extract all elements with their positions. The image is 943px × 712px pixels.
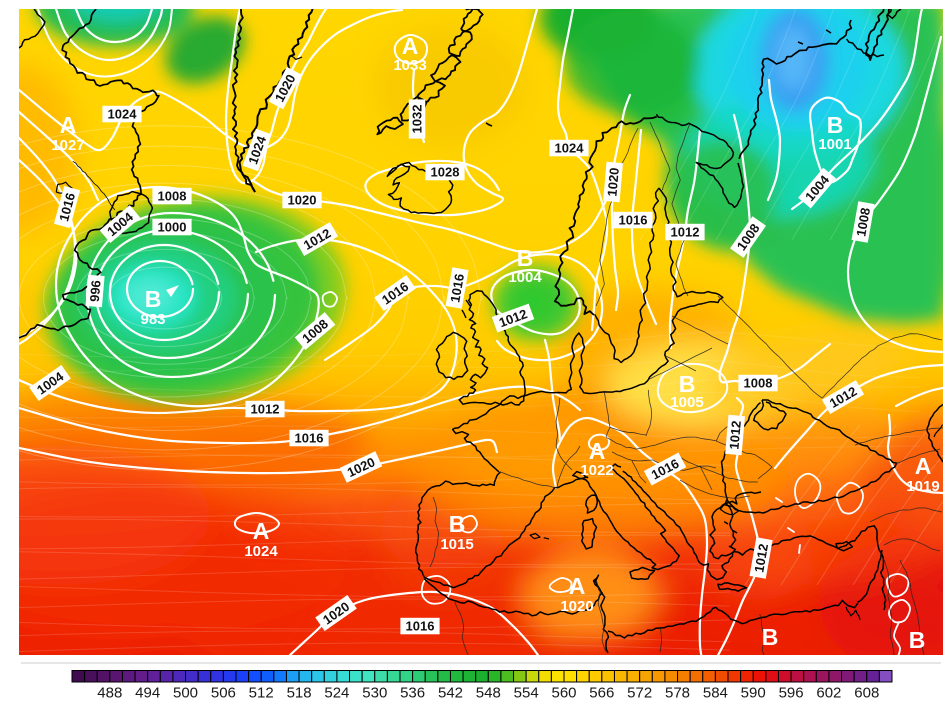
svg-text:1024: 1024 bbox=[244, 543, 278, 560]
svg-text:1012: 1012 bbox=[251, 402, 280, 417]
svg-text:1016: 1016 bbox=[447, 272, 467, 303]
svg-text:542: 542 bbox=[438, 685, 463, 702]
svg-text:524: 524 bbox=[324, 685, 349, 702]
svg-text:1012: 1012 bbox=[726, 420, 743, 450]
svg-text:A: A bbox=[253, 518, 270, 544]
svg-text:1016: 1016 bbox=[619, 213, 648, 228]
svg-text:A: A bbox=[60, 112, 77, 138]
svg-text:584: 584 bbox=[703, 685, 728, 702]
svg-text:983: 983 bbox=[140, 311, 165, 328]
svg-text:518: 518 bbox=[287, 685, 312, 702]
svg-text:B: B bbox=[145, 286, 162, 312]
svg-text:A: A bbox=[915, 453, 932, 479]
svg-text:B: B bbox=[679, 371, 696, 397]
svg-text:488: 488 bbox=[97, 685, 122, 702]
svg-text:506: 506 bbox=[211, 685, 236, 702]
svg-text:1012: 1012 bbox=[751, 542, 771, 573]
svg-text:A: A bbox=[589, 438, 606, 464]
svg-text:596: 596 bbox=[779, 685, 804, 702]
svg-text:1005: 1005 bbox=[670, 394, 703, 411]
svg-text:1019: 1019 bbox=[906, 478, 939, 495]
svg-text:1024: 1024 bbox=[108, 107, 138, 122]
svg-text:1015: 1015 bbox=[440, 536, 473, 553]
svg-text:A: A bbox=[569, 573, 586, 599]
svg-text:1020: 1020 bbox=[604, 167, 621, 197]
svg-text:554: 554 bbox=[514, 685, 539, 702]
svg-text:1012: 1012 bbox=[671, 225, 700, 240]
svg-text:A: A bbox=[402, 33, 419, 59]
svg-text:1020: 1020 bbox=[560, 598, 593, 615]
svg-text:1033: 1033 bbox=[393, 57, 426, 74]
svg-text:1022: 1022 bbox=[580, 462, 613, 479]
svg-text:B: B bbox=[909, 627, 926, 653]
svg-text:1016: 1016 bbox=[295, 431, 324, 446]
svg-text:578: 578 bbox=[665, 685, 690, 702]
svg-text:1004: 1004 bbox=[508, 269, 542, 286]
svg-text:602: 602 bbox=[816, 685, 841, 702]
svg-text:1027: 1027 bbox=[51, 137, 84, 154]
svg-text:536: 536 bbox=[400, 685, 425, 702]
svg-text:494: 494 bbox=[135, 685, 160, 702]
svg-text:608: 608 bbox=[854, 685, 879, 702]
svg-text:590: 590 bbox=[741, 685, 766, 702]
svg-text:572: 572 bbox=[627, 685, 652, 702]
svg-text:1016: 1016 bbox=[406, 619, 435, 634]
svg-text:1001: 1001 bbox=[818, 136, 851, 153]
svg-text:1008: 1008 bbox=[744, 376, 773, 391]
svg-text:548: 548 bbox=[476, 685, 501, 702]
svg-text:B: B bbox=[762, 624, 779, 650]
svg-text:1024: 1024 bbox=[555, 141, 585, 156]
svg-text:500: 500 bbox=[173, 685, 198, 702]
svg-text:566: 566 bbox=[589, 685, 614, 702]
svg-text:B: B bbox=[449, 511, 466, 537]
svg-text:530: 530 bbox=[362, 685, 387, 702]
svg-text:B: B bbox=[517, 245, 534, 271]
svg-text:1016: 1016 bbox=[56, 191, 78, 223]
svg-text:1032: 1032 bbox=[410, 105, 425, 134]
svg-text:996: 996 bbox=[87, 280, 104, 303]
svg-text:560: 560 bbox=[551, 685, 576, 702]
svg-text:1008: 1008 bbox=[158, 189, 187, 204]
svg-text:1000: 1000 bbox=[158, 220, 187, 235]
svg-text:1028: 1028 bbox=[431, 165, 460, 180]
svg-text:512: 512 bbox=[249, 685, 274, 702]
svg-text:B: B bbox=[827, 112, 844, 138]
svg-text:1008: 1008 bbox=[853, 206, 873, 237]
svg-text:1020: 1020 bbox=[288, 193, 317, 208]
